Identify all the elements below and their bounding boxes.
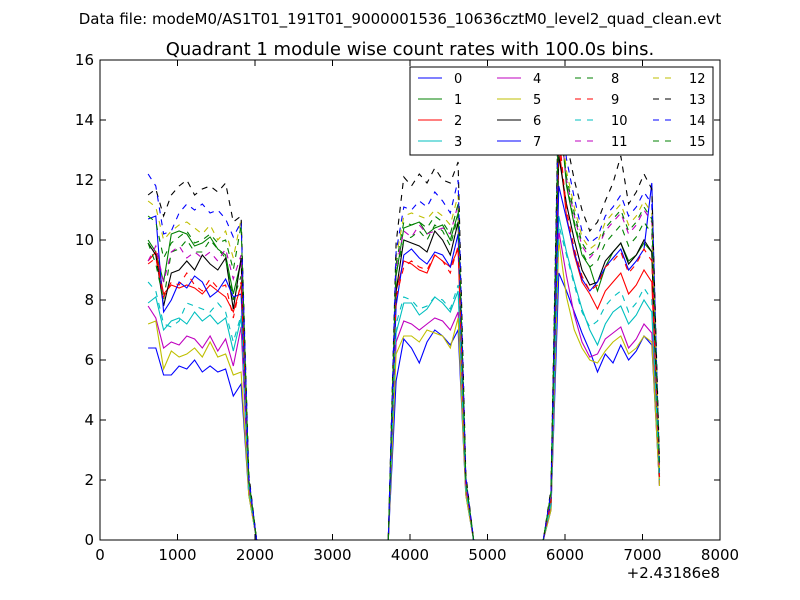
legend-label-14: 14 xyxy=(689,114,706,129)
legend-label-12: 12 xyxy=(689,72,706,87)
series-line-3 xyxy=(147,215,661,540)
x-tick-label: 6000 xyxy=(546,546,584,564)
series-line-5 xyxy=(147,239,661,540)
y-tick-label: 14 xyxy=(75,111,94,129)
legend-label-6: 6 xyxy=(533,114,541,129)
x-tick-label: 5000 xyxy=(468,546,506,564)
series-line-0 xyxy=(148,272,661,540)
suptitle: Data file: modeM0/AS1T01_191T01_90000015… xyxy=(79,10,722,29)
legend-label-10: 10 xyxy=(611,114,628,129)
legend-label-2: 2 xyxy=(454,114,462,129)
series-line-15 xyxy=(147,113,661,540)
legend-label-5: 5 xyxy=(533,93,541,108)
x-offset-label: +2.43186e8 xyxy=(627,564,720,582)
y-tick-label: 6 xyxy=(84,351,94,369)
series-line-14 xyxy=(147,95,661,540)
y-tick-label: 16 xyxy=(75,51,94,69)
legend-label-3: 3 xyxy=(454,135,462,150)
y-tick-label: 4 xyxy=(84,411,94,429)
series-line-10 xyxy=(147,224,661,540)
legend-label-13: 13 xyxy=(689,93,706,108)
y-tick-label: 0 xyxy=(84,531,94,549)
legend-box xyxy=(409,66,714,156)
series-line-12 xyxy=(147,101,661,540)
axes-layer: 0 1000 2000 3000 4000 5000 6000 7000 80000246810… xyxy=(75,51,739,564)
legend-label-0: 0 xyxy=(454,72,462,87)
series-line-1 xyxy=(147,98,661,540)
series-line-2 xyxy=(147,143,661,540)
chart-title: Quadrant 1 module wise count rates with … xyxy=(166,39,655,60)
series-line-4 xyxy=(147,230,661,540)
x-tick-label: 3000 xyxy=(313,546,351,564)
y-tick-label: 10 xyxy=(75,231,94,249)
x-tick-label: 2000 xyxy=(236,546,274,564)
x-tick-label: 7000 xyxy=(623,546,661,564)
plot-frame xyxy=(99,59,721,541)
x-tick-label: 0 xyxy=(95,546,105,564)
x-tick-label: 4000 xyxy=(391,546,429,564)
series-line-6 xyxy=(147,155,661,540)
x-tick-label: 1000 xyxy=(158,546,196,564)
series-line-7 xyxy=(147,182,661,540)
legend-label-11: 11 xyxy=(611,135,628,150)
y-tick-label: 2 xyxy=(84,471,94,489)
series-line-9 xyxy=(147,131,661,540)
legend-label-15: 15 xyxy=(689,135,706,150)
legend-label-7: 7 xyxy=(533,135,541,150)
series-line-11 xyxy=(147,110,661,540)
legend-label-1: 1 xyxy=(454,93,462,108)
legend-label-8: 8 xyxy=(611,72,619,87)
legend-label-4: 4 xyxy=(533,72,541,87)
x-tick-label: 8000 xyxy=(701,546,739,564)
series-line-13 xyxy=(147,77,661,540)
y-tick-label: 12 xyxy=(75,171,94,189)
series-layer xyxy=(147,77,661,540)
y-tick-label: 8 xyxy=(84,291,94,309)
series-line-8 xyxy=(147,80,661,540)
legend-label-9: 9 xyxy=(611,93,619,108)
